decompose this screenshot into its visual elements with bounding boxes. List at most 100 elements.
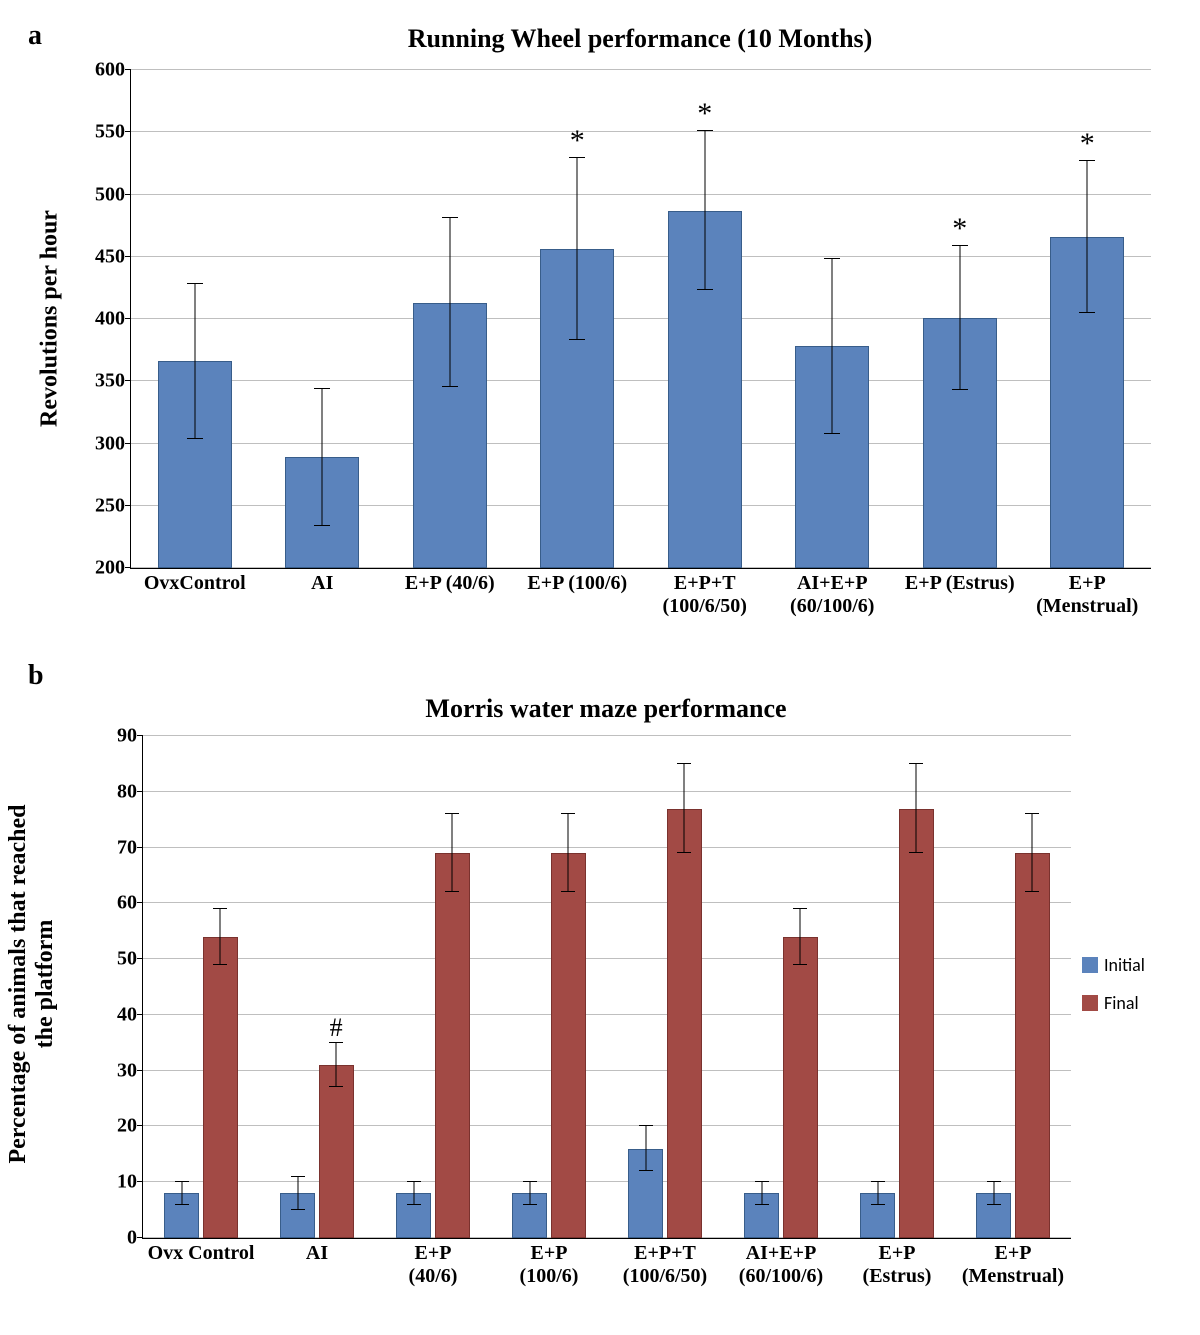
- xtick-label: E+P (Menstrual): [1036, 572, 1138, 618]
- error-bar: [761, 1182, 762, 1204]
- error-cap: [561, 813, 575, 814]
- bar-group: [1015, 736, 1050, 1238]
- panel-a-ylabel: Revolutions per hour: [37, 70, 64, 568]
- bar-group: [899, 736, 934, 1238]
- bar-group: [667, 736, 702, 1238]
- error-cap: [523, 1181, 537, 1182]
- error-cap: [1079, 160, 1095, 161]
- bar: [667, 809, 702, 1238]
- error-cap: [952, 389, 968, 390]
- error-bar: [959, 246, 960, 390]
- error-cap: [1025, 813, 1039, 814]
- error-cap: [314, 388, 330, 389]
- xtick-label: E+P (40/6): [405, 572, 495, 595]
- bar-group: [396, 736, 431, 1238]
- significance-marker: *: [1080, 129, 1095, 159]
- error-bar: [577, 158, 578, 340]
- ytick-label: 20: [117, 1115, 143, 1138]
- bar-group: [203, 736, 238, 1238]
- error-cap: [213, 908, 227, 909]
- error-cap: [569, 339, 585, 340]
- gridline: [131, 567, 1151, 568]
- error-bar: [704, 131, 705, 290]
- ytick-label: 30: [117, 1059, 143, 1082]
- page: a Running Wheel performance (10 Months) …: [0, 0, 1200, 1335]
- bar-group: *: [540, 70, 614, 568]
- error-cap: [909, 852, 923, 853]
- bar-group: [280, 736, 315, 1238]
- error-cap: [755, 1204, 769, 1205]
- bar: [1015, 853, 1050, 1238]
- xtick-label: Ovx Control: [148, 1242, 255, 1265]
- bar: [551, 853, 586, 1238]
- error-bar: [1032, 814, 1033, 892]
- error-bar: [297, 1177, 298, 1210]
- error-cap: [697, 130, 713, 131]
- significance-marker: *: [952, 214, 967, 244]
- error-cap: [871, 1181, 885, 1182]
- xtick-label: E+P (Estrus): [905, 572, 1015, 595]
- ytick-label: 60: [117, 892, 143, 915]
- significance-marker: #: [330, 1015, 343, 1041]
- error-cap: [987, 1204, 1001, 1205]
- panel-b-title: Morris water maze performance: [142, 694, 1070, 724]
- xtick-label: OvxControl: [144, 572, 246, 595]
- error-cap: [697, 289, 713, 290]
- error-cap: [175, 1181, 189, 1182]
- legend-item: Final: [1082, 992, 1145, 1014]
- error-cap: [987, 1181, 1001, 1182]
- xtick-label: E+P (Menstrual): [962, 1242, 1064, 1288]
- error-bar: [1087, 161, 1088, 313]
- error-cap: [445, 891, 459, 892]
- gridline: [131, 256, 1151, 257]
- error-cap: [871, 1204, 885, 1205]
- panel-b-legend: Initial Final: [1082, 954, 1145, 1014]
- error-bar: [684, 764, 685, 853]
- xtick-label: E+P+T (100/6/50): [663, 572, 747, 618]
- error-cap: [639, 1125, 653, 1126]
- error-bar: [800, 909, 801, 965]
- panel-b-letter: b: [28, 660, 44, 692]
- panel-b-plot-outer: 0102030405060708090Ovx Control#AIE+P (40…: [142, 736, 1070, 1238]
- bar-group: [512, 736, 547, 1238]
- bar-group: [164, 736, 199, 1238]
- bar-group: [435, 736, 470, 1238]
- gridline: [131, 318, 1151, 319]
- bar-group: #: [319, 736, 354, 1238]
- error-cap: [523, 1204, 537, 1205]
- error-cap: [291, 1209, 305, 1210]
- error-cap: [187, 438, 203, 439]
- ytick-label: 40: [117, 1003, 143, 1026]
- error-cap: [187, 283, 203, 284]
- error-cap: [639, 1170, 653, 1171]
- error-bar: [993, 1182, 994, 1204]
- error-bar: [452, 814, 453, 892]
- error-bar: [916, 764, 917, 853]
- bar-group: *: [668, 70, 742, 568]
- error-bar: [877, 1182, 878, 1204]
- ytick-label: 0: [127, 1227, 143, 1250]
- panel-a-letter: a: [28, 20, 42, 52]
- error-cap: [213, 964, 227, 965]
- ytick-label: 250: [95, 494, 131, 517]
- ytick-label: 300: [95, 432, 131, 455]
- bar-group: *: [1050, 70, 1124, 568]
- panel-a: a Running Wheel performance (10 Months) …: [0, 10, 1200, 654]
- gridline: [131, 443, 1151, 444]
- error-cap: [952, 245, 968, 246]
- error-cap: [314, 525, 330, 526]
- error-cap: [291, 1176, 305, 1177]
- legend-label: Final: [1104, 992, 1139, 1014]
- bar: [319, 1065, 354, 1238]
- error-cap: [793, 964, 807, 965]
- bar-group: [551, 736, 586, 1238]
- error-bar: [194, 284, 195, 438]
- xtick-label: E+P (100/6): [520, 1242, 579, 1288]
- bar: [203, 937, 238, 1238]
- legend-label: Initial: [1104, 954, 1145, 976]
- error-bar: [568, 814, 569, 892]
- error-cap: [442, 217, 458, 218]
- error-cap: [442, 386, 458, 387]
- ytick-label: 600: [95, 59, 131, 82]
- xtick-label: AI+E+P (60/100/6): [739, 1242, 823, 1288]
